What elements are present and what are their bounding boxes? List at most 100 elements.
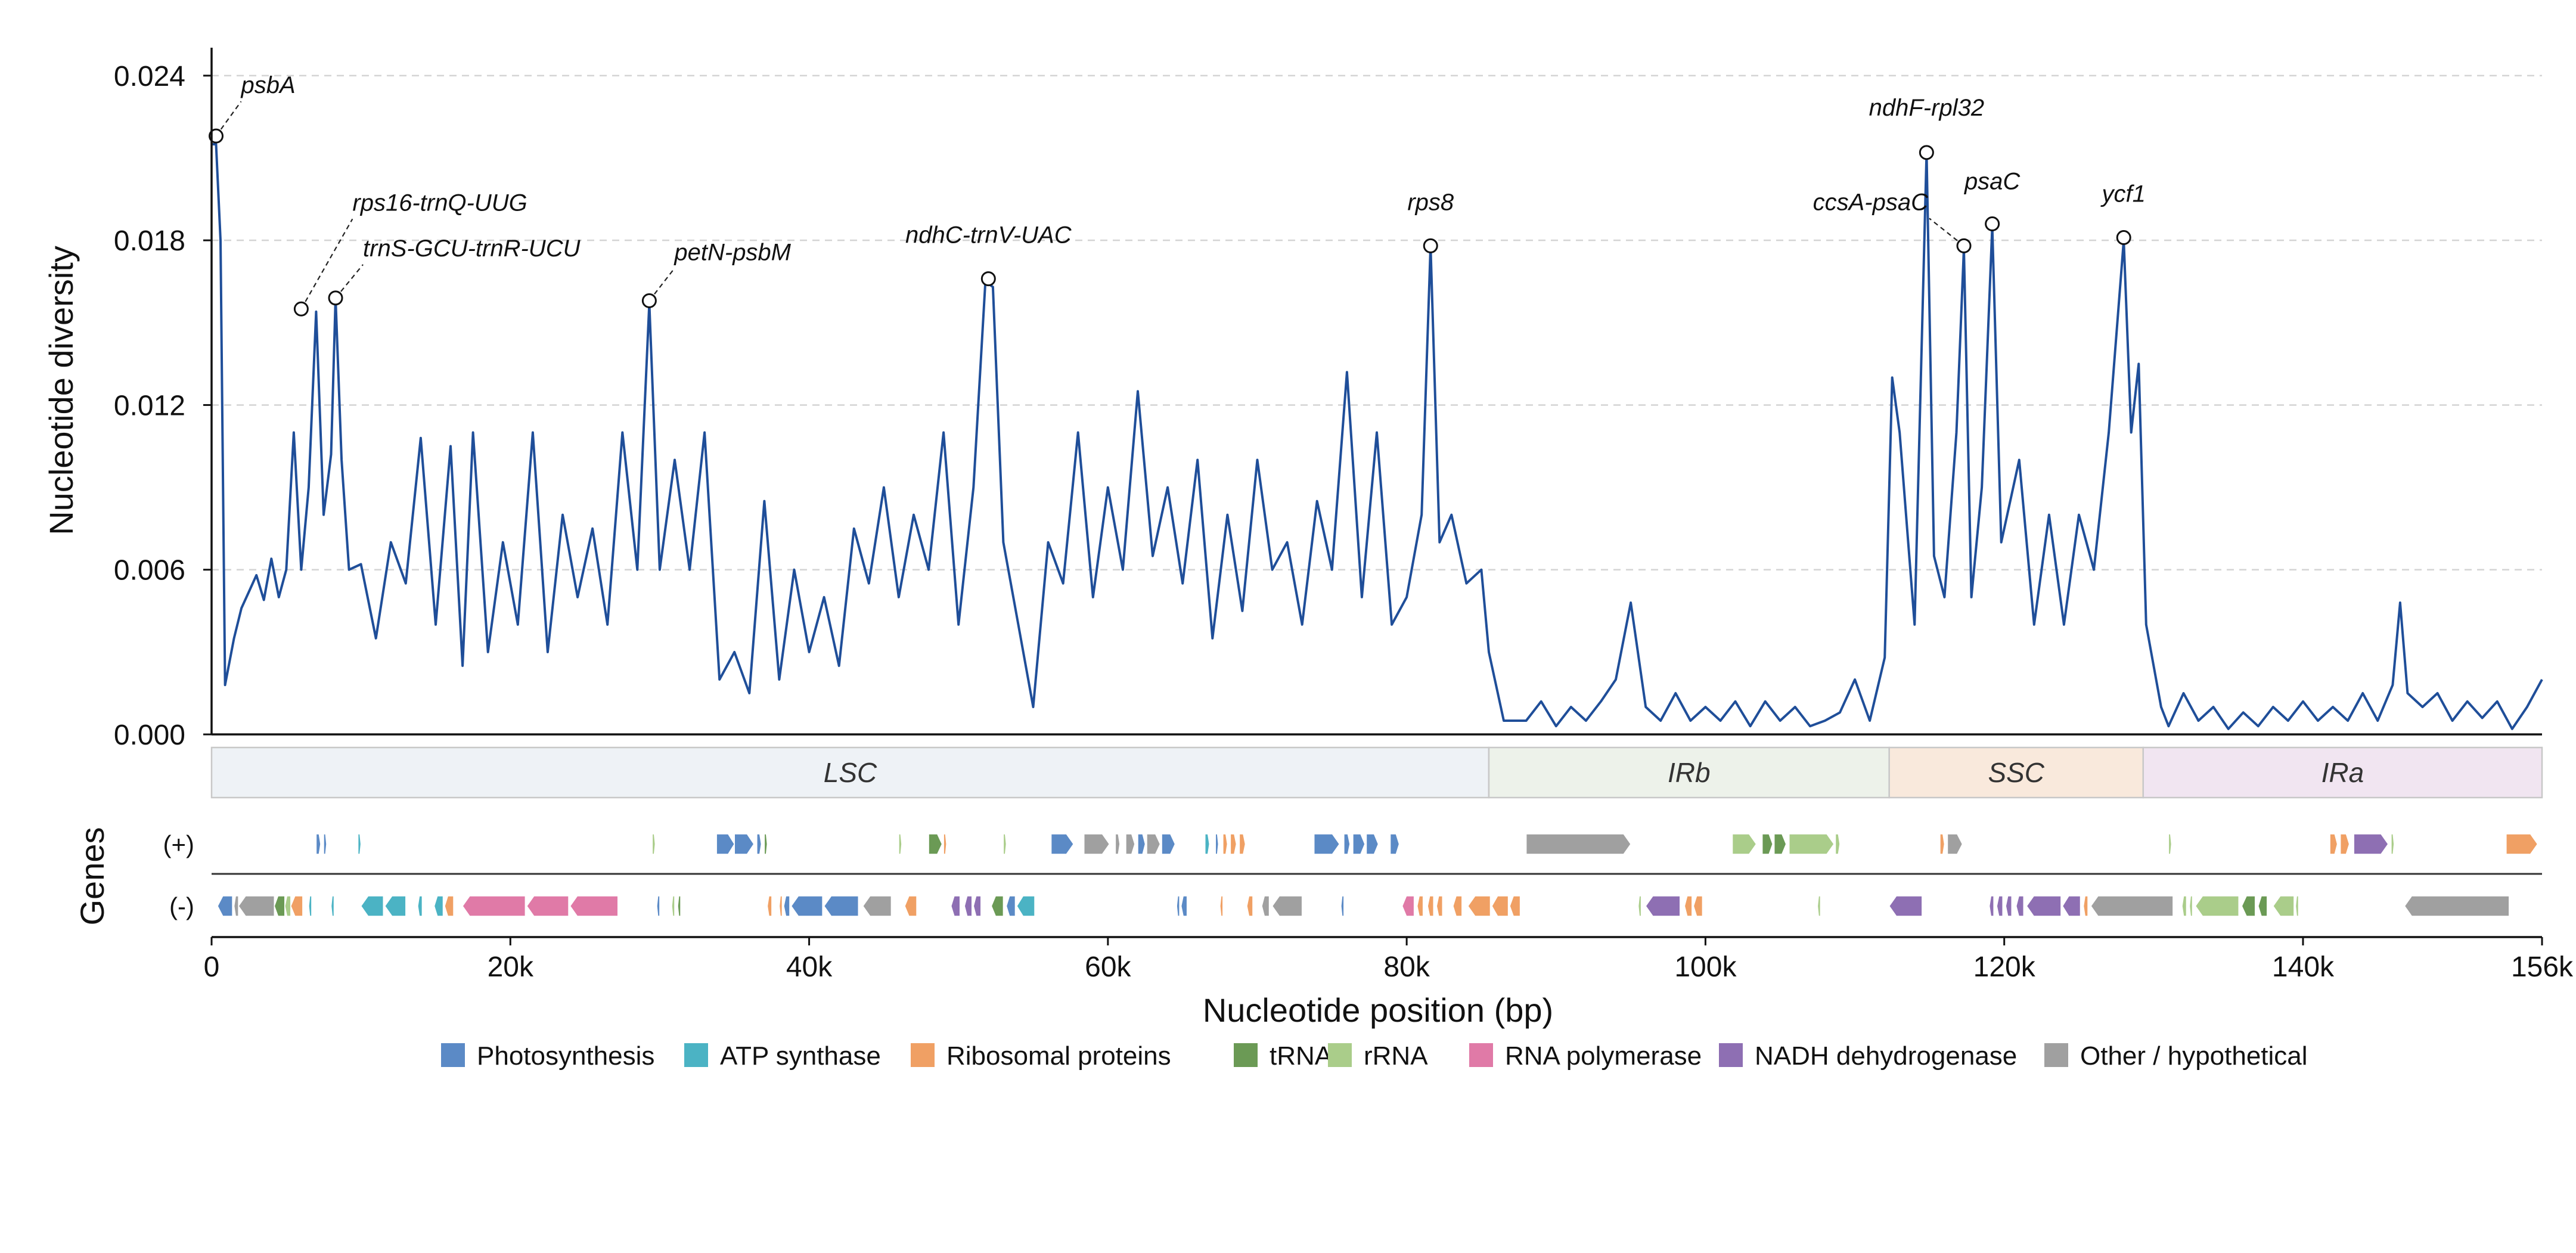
gene-feature (1731, 833, 1757, 855)
gene-feature (2272, 895, 2295, 917)
gene-feature (1125, 833, 1135, 855)
peak-label: ndhC-trnV-UAC (905, 222, 1072, 249)
y-tick-label: 0.012 (114, 390, 185, 421)
peak-label: psbA (241, 72, 296, 98)
legend-swatch (2044, 1043, 2068, 1067)
gene-feature (1996, 895, 2003, 917)
gene-feature (1246, 895, 1253, 917)
y-tick-label: 0.000 (114, 719, 185, 751)
gene-feature (2506, 833, 2538, 855)
gene-feature (1835, 833, 1841, 855)
gene-feature (323, 833, 327, 855)
gene-feature (2005, 895, 2012, 917)
legend-label: rRNA (1364, 1041, 1428, 1071)
peak-marker (641, 293, 657, 308)
gene-feature (1365, 833, 1379, 855)
gene-feature (1115, 833, 1121, 855)
gene-feature (1005, 895, 1016, 917)
gene-feature (290, 895, 303, 917)
peak-label: petN-psbM (674, 239, 791, 265)
grid-lines (212, 75, 2542, 570)
legend-label: Other / hypothetical (2080, 1041, 2308, 1071)
gene-feature (2391, 833, 2395, 855)
gene-feature (217, 895, 233, 917)
x-tick-label: 20k (488, 951, 534, 983)
gene-feature (2241, 895, 2256, 917)
gene-feature (651, 833, 656, 855)
gene-feature (1271, 895, 1303, 917)
gene-feature (2295, 895, 2299, 917)
gene-feature (1436, 895, 1444, 917)
legend: Photosynthesis ATP synthase Ribosomal prot… (441, 1041, 2308, 1071)
gene-feature (1947, 833, 1963, 855)
x-tick-label: 0 (204, 951, 220, 983)
gene-feature (1222, 833, 1228, 855)
legend-swatch (1328, 1043, 1352, 1067)
legend-label: Ribosomal proteins (946, 1041, 1171, 1071)
gene-feature (928, 833, 943, 855)
x-tick-label: 140k (2272, 951, 2335, 983)
gene-feature (766, 895, 772, 917)
gene-feature (2168, 833, 2172, 855)
gene-feature (1645, 895, 1681, 917)
region-label: IRa (2321, 757, 2364, 788)
gene-feature (1789, 833, 1835, 855)
gene-feature (677, 895, 681, 917)
region-lsc (210, 746, 1490, 799)
gene-feature (778, 895, 783, 917)
x-tick-label: 60k (1085, 951, 1131, 983)
peak-marker (1985, 216, 2000, 232)
region-label: SSC (1988, 757, 2044, 788)
peak-label: psaC (1964, 169, 2021, 195)
gene-track: (+) (-) (163, 830, 2542, 920)
y-tick-label: 0.018 (114, 225, 185, 257)
legend-swatch (1719, 1043, 1743, 1067)
legend-label: RNA polymerase (1505, 1041, 1702, 1071)
x-tick-label: 120k (1973, 951, 2036, 983)
region-label: LSC (824, 757, 877, 788)
gene-feature (1146, 833, 1161, 855)
gene-feature (1939, 833, 1945, 855)
peak-label: trnS-GCU-trnR-UCU (363, 235, 581, 262)
gene-feature (734, 833, 755, 855)
gene-feature (2015, 895, 2025, 917)
peak-label: ycf1 (2100, 181, 2146, 207)
gene-feature (357, 833, 362, 855)
annotation-leader (300, 218, 353, 309)
gene-feature (2339, 833, 2350, 855)
diversity-series-line (212, 143, 2543, 730)
gene-feature (462, 895, 526, 917)
gene-feature (2257, 895, 2268, 917)
gene-feature (569, 895, 619, 917)
gene-feature (274, 895, 285, 917)
peak-annotations: psbA rps16-trnQ-UUG trnS-GCU-trnR-UCU petN-… (209, 72, 2146, 317)
peak-label: ndhF-rpl32 (1869, 95, 1984, 121)
gene-feature (862, 895, 892, 917)
gene-feature (1467, 895, 1491, 917)
gene-feature (764, 833, 768, 855)
gene-feature (1817, 895, 1821, 917)
legend-swatch (684, 1043, 708, 1067)
y-tick-label: 0.024 (114, 61, 185, 92)
peak-marker (1956, 238, 1972, 253)
legend-swatch (1234, 1043, 1258, 1067)
gene-feature (1161, 833, 1176, 855)
gene-feature (1761, 833, 1773, 855)
gene-feature (1988, 895, 1994, 917)
peak-marker (2116, 230, 2131, 246)
legend-swatch (911, 1043, 935, 1067)
gene-feature (973, 895, 982, 917)
gene-feature (308, 895, 312, 917)
x-axis-title: Nucleotide position (bp) (1203, 991, 1553, 1029)
gene-feature (1389, 833, 1400, 855)
gene-feature (2195, 895, 2239, 917)
gene-feature (284, 895, 291, 917)
gene-feature (1205, 833, 1211, 855)
gene-feature (1219, 895, 1224, 917)
diversity-line-plot (212, 143, 2543, 730)
gene-feature (1525, 833, 1632, 855)
peak-marker (980, 271, 996, 287)
gene-feature (417, 895, 423, 917)
gene-feature (2181, 895, 2187, 917)
peak-marker (1919, 145, 1934, 160)
